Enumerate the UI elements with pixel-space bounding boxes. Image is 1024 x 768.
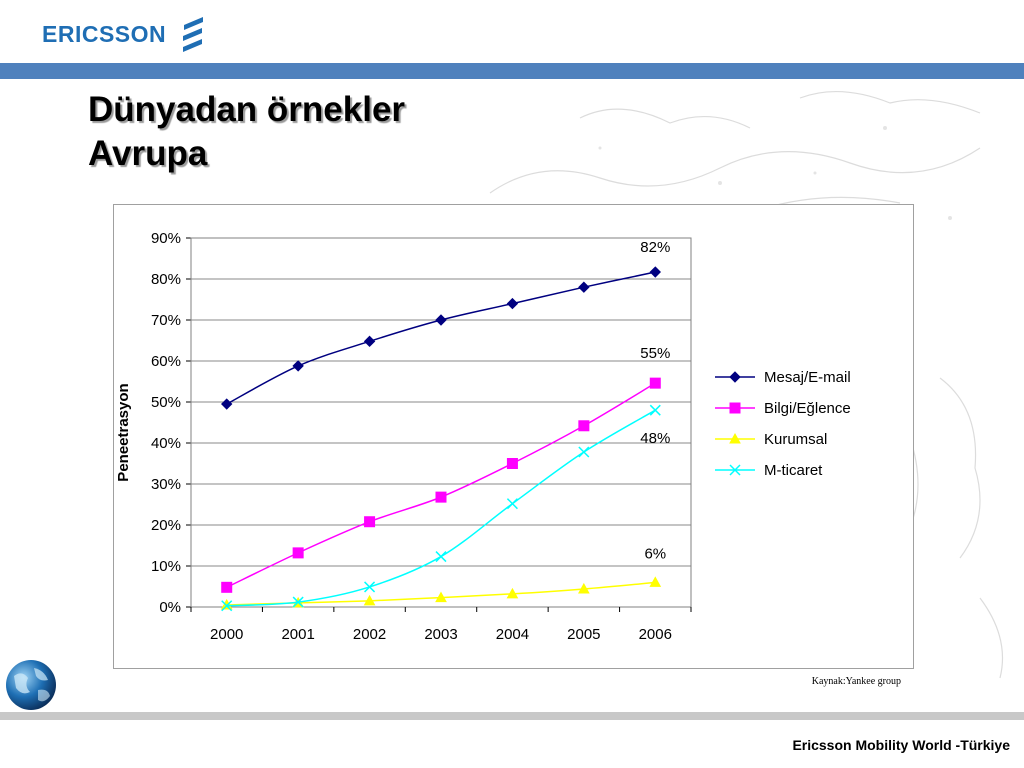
series-4 [221, 404, 661, 612]
data-point [506, 458, 518, 469]
footer-band [0, 712, 1024, 720]
y-tick-label: 70% [151, 312, 181, 329]
data-point [578, 446, 590, 458]
data-point [649, 377, 661, 389]
data-point [578, 281, 590, 293]
series-3 [220, 576, 662, 610]
data-point [364, 516, 376, 528]
legend-label: Mesaj/E-mail [764, 369, 851, 386]
legend-marker [729, 464, 741, 476]
data-point [435, 491, 447, 503]
data-point [506, 297, 519, 310]
legend-label: Bilgi/Eğlence [764, 400, 851, 417]
data-point-stroke [221, 600, 233, 612]
y-tick-label: 0% [159, 599, 181, 616]
data-point [435, 314, 447, 326]
y-tick-label: 90% [151, 230, 181, 247]
source-note: Kaynak:Yankee group [811, 676, 901, 687]
y-tick-label: 20% [151, 517, 181, 534]
slide-title: Dünyadan örnekler Avrupa [88, 88, 405, 176]
y-tick-label: 50% [151, 394, 181, 411]
y-tick-label: 10% [151, 558, 181, 575]
header-band [0, 63, 1024, 79]
data-point [364, 581, 376, 593]
data-point-stroke [435, 551, 447, 563]
y-axis-label: Peneetrasyon [115, 383, 132, 481]
data-point [363, 594, 376, 606]
data-point [221, 600, 233, 612]
logo-text: ERICSSON [42, 20, 167, 47]
title-line-1: Dünyadan örnekler [88, 90, 406, 129]
x-tick-label: 2001 [281, 626, 314, 643]
x-tick-label: 2000 [210, 626, 243, 643]
legend-label: Kurumsal [764, 431, 827, 448]
plot-area [190, 237, 692, 608]
y-tick-label: 40% [151, 435, 181, 452]
data-point [649, 266, 661, 278]
data-label: 55% [640, 345, 670, 362]
data-point [292, 547, 304, 559]
series-1 [221, 266, 661, 410]
title-line-2: Avrupa [88, 134, 208, 173]
legend: Mesaj/E-mail Bilgi/Eğlence Kurumsal M-ticar… [715, 369, 851, 479]
line-chart: 0% 10% 20% 30% 40% 50% 60% 70% 80% 90% 2000 2001 200… [115, 230, 851, 643]
series-line [226, 271, 656, 405]
legend-item: Mesaj/E-mail [715, 369, 851, 386]
ericsson-stripes-icon [183, 17, 204, 52]
y-tick-label: 60% [151, 353, 181, 370]
footer-text: Ericsson Mobility World -Türkiye [792, 737, 1010, 753]
legend-item: Kurumsal [715, 431, 827, 448]
data-point [578, 582, 590, 594]
legend-label: M-ticaret [764, 462, 823, 479]
data-point [649, 576, 662, 587]
data-point [578, 420, 590, 432]
data-label: 48% [640, 430, 670, 447]
data-point [649, 404, 661, 416]
data-point-stroke [649, 404, 661, 416]
series-2 [221, 377, 661, 593]
x-tick-label: 2003 [424, 626, 457, 643]
legend-item: M-ticaret [715, 462, 823, 479]
x-tick-label: 2004 [496, 626, 529, 643]
data-point [292, 360, 304, 372]
data-point [363, 335, 376, 348]
ericsson-logo: ERICSSON [42, 16, 206, 52]
data-point [221, 398, 233, 410]
data-point [435, 591, 447, 603]
x-tick-label: 2005 [567, 626, 600, 643]
globe-icon [6, 660, 56, 710]
data-point [435, 551, 447, 563]
series-line [226, 409, 656, 607]
chart-frame: 0% 10% 20% 30% 40% 50% 60% 70% 80% 90% 2000 2001 200… [113, 204, 914, 669]
data-point [292, 596, 304, 608]
data-point [220, 598, 233, 610]
y-tick-label: 30% [151, 476, 181, 493]
legend-item: Bilgi/Eğlence [715, 400, 851, 417]
data-point [506, 498, 518, 510]
data-point-stroke [506, 498, 518, 510]
x-tick-label: 2002 [353, 626, 386, 643]
legend-marker [729, 402, 741, 414]
legend-marker [729, 371, 741, 383]
data-point-stroke [578, 446, 590, 458]
data-point [506, 587, 519, 599]
legend-marker-stroke [729, 464, 741, 476]
x-tick-label: 2006 [639, 626, 672, 643]
y-tick-label: 80% [151, 271, 181, 288]
data-point-stroke [292, 596, 304, 608]
data-point-stroke [364, 581, 376, 593]
data-label: 82% [640, 239, 670, 256]
data-label: 6% [644, 545, 666, 562]
data-point [221, 581, 233, 593]
legend-marker [729, 432, 741, 444]
